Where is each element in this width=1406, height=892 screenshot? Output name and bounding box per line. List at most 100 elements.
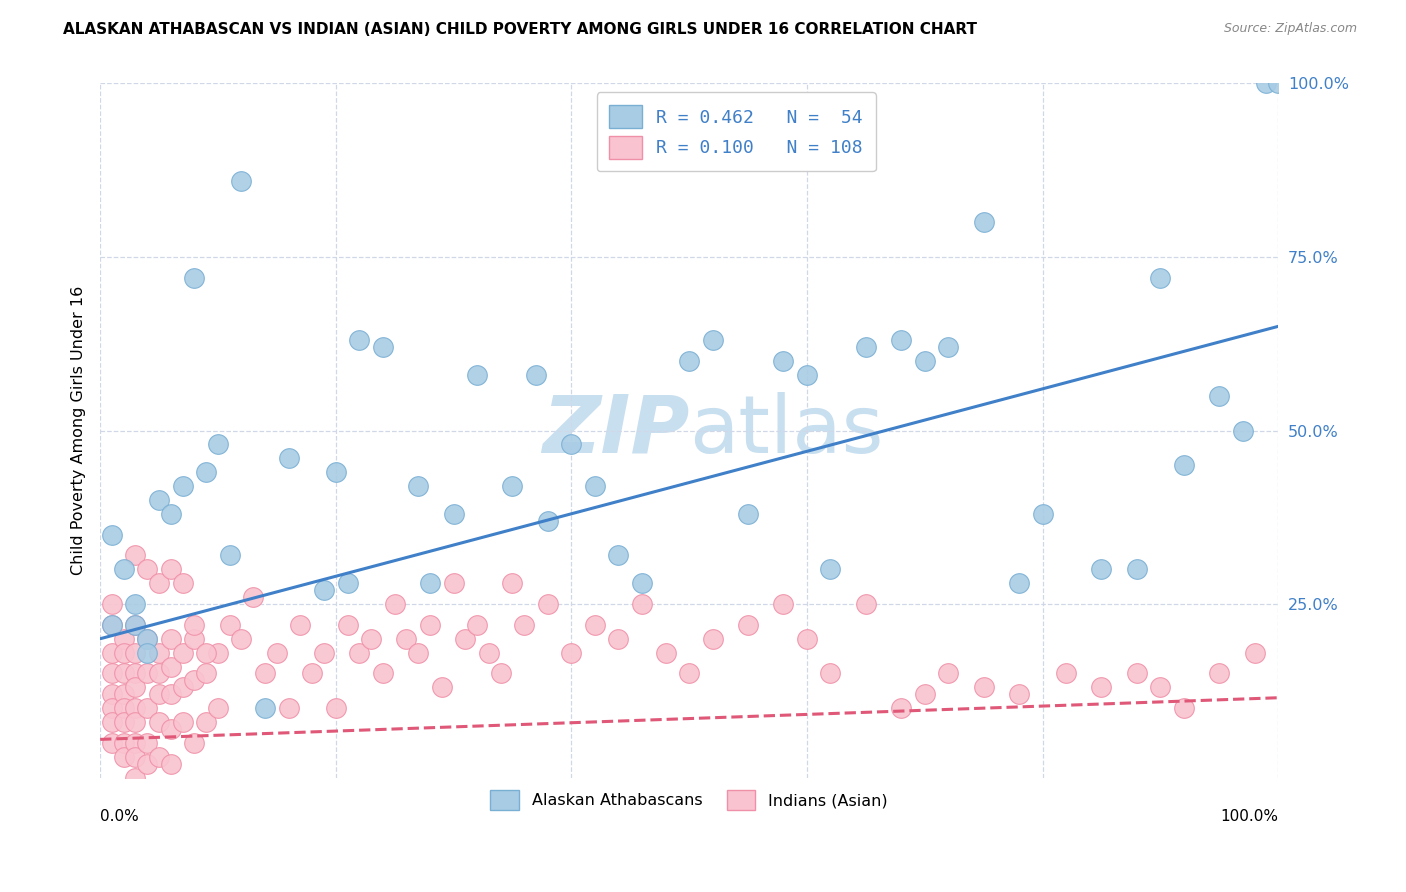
- Point: [796, 368, 818, 382]
- Point: [1090, 681, 1112, 695]
- Point: [737, 618, 759, 632]
- Point: [195, 646, 218, 660]
- Point: [183, 618, 205, 632]
- Point: [349, 646, 371, 660]
- Point: [537, 597, 560, 611]
- Point: [159, 687, 181, 701]
- Text: 100.0%: 100.0%: [1220, 809, 1278, 824]
- Point: [112, 632, 135, 646]
- Point: [124, 646, 146, 660]
- Point: [325, 465, 347, 479]
- Point: [360, 632, 382, 646]
- Point: [914, 687, 936, 701]
- Point: [101, 666, 124, 681]
- Point: [1125, 562, 1147, 576]
- Point: [501, 479, 523, 493]
- Point: [148, 492, 170, 507]
- Point: [136, 736, 159, 750]
- Point: [124, 618, 146, 632]
- Point: [101, 618, 124, 632]
- Point: [478, 646, 501, 660]
- Point: [183, 736, 205, 750]
- Point: [159, 632, 181, 646]
- Point: [124, 666, 146, 681]
- Point: [277, 451, 299, 466]
- Point: [406, 479, 429, 493]
- Point: [772, 597, 794, 611]
- Point: [136, 632, 159, 646]
- Point: [231, 173, 253, 187]
- Point: [148, 646, 170, 660]
- Point: [124, 736, 146, 750]
- Point: [172, 576, 194, 591]
- Point: [231, 632, 253, 646]
- Point: [124, 749, 146, 764]
- Point: [1149, 270, 1171, 285]
- Point: [560, 646, 582, 660]
- Point: [124, 714, 146, 729]
- Point: [124, 771, 146, 785]
- Point: [136, 701, 159, 715]
- Point: [172, 479, 194, 493]
- Point: [136, 666, 159, 681]
- Point: [465, 618, 488, 632]
- Point: [384, 597, 406, 611]
- Point: [136, 646, 159, 660]
- Point: [148, 666, 170, 681]
- Point: [583, 479, 606, 493]
- Point: [112, 562, 135, 576]
- Point: [312, 583, 335, 598]
- Point: [266, 646, 288, 660]
- Point: [172, 646, 194, 660]
- Point: [242, 590, 264, 604]
- Point: [1125, 666, 1147, 681]
- Point: [207, 701, 229, 715]
- Point: [290, 618, 312, 632]
- Point: [406, 646, 429, 660]
- Text: ALASKAN ATHABASCAN VS INDIAN (ASIAN) CHILD POVERTY AMONG GIRLS UNDER 16 CORRELAT: ALASKAN ATHABASCAN VS INDIAN (ASIAN) CHI…: [63, 22, 977, 37]
- Point: [443, 507, 465, 521]
- Legend: Alaskan Athabascans, Indians (Asian): Alaskan Athabascans, Indians (Asian): [482, 781, 896, 818]
- Point: [101, 736, 124, 750]
- Point: [631, 597, 654, 611]
- Point: [973, 215, 995, 229]
- Point: [124, 597, 146, 611]
- Point: [936, 340, 959, 354]
- Point: [820, 562, 842, 576]
- Point: [936, 666, 959, 681]
- Point: [254, 666, 277, 681]
- Point: [112, 749, 135, 764]
- Point: [654, 646, 676, 660]
- Point: [524, 368, 547, 382]
- Point: [112, 701, 135, 715]
- Point: [112, 666, 135, 681]
- Point: [890, 701, 912, 715]
- Point: [101, 646, 124, 660]
- Point: [820, 666, 842, 681]
- Y-axis label: Child Poverty Among Girls Under 16: Child Poverty Among Girls Under 16: [72, 285, 86, 575]
- Point: [607, 549, 630, 563]
- Point: [101, 597, 124, 611]
- Point: [336, 618, 359, 632]
- Point: [254, 701, 277, 715]
- Point: [124, 681, 146, 695]
- Point: [737, 507, 759, 521]
- Point: [702, 333, 724, 347]
- Point: [395, 632, 418, 646]
- Point: [1208, 389, 1230, 403]
- Point: [430, 681, 453, 695]
- Point: [1232, 424, 1254, 438]
- Point: [443, 576, 465, 591]
- Point: [101, 714, 124, 729]
- Point: [112, 714, 135, 729]
- Point: [148, 576, 170, 591]
- Point: [218, 549, 240, 563]
- Point: [501, 576, 523, 591]
- Point: [112, 736, 135, 750]
- Point: [159, 562, 181, 576]
- Point: [124, 618, 146, 632]
- Point: [195, 666, 218, 681]
- Point: [159, 659, 181, 673]
- Point: [678, 354, 700, 368]
- Point: [349, 333, 371, 347]
